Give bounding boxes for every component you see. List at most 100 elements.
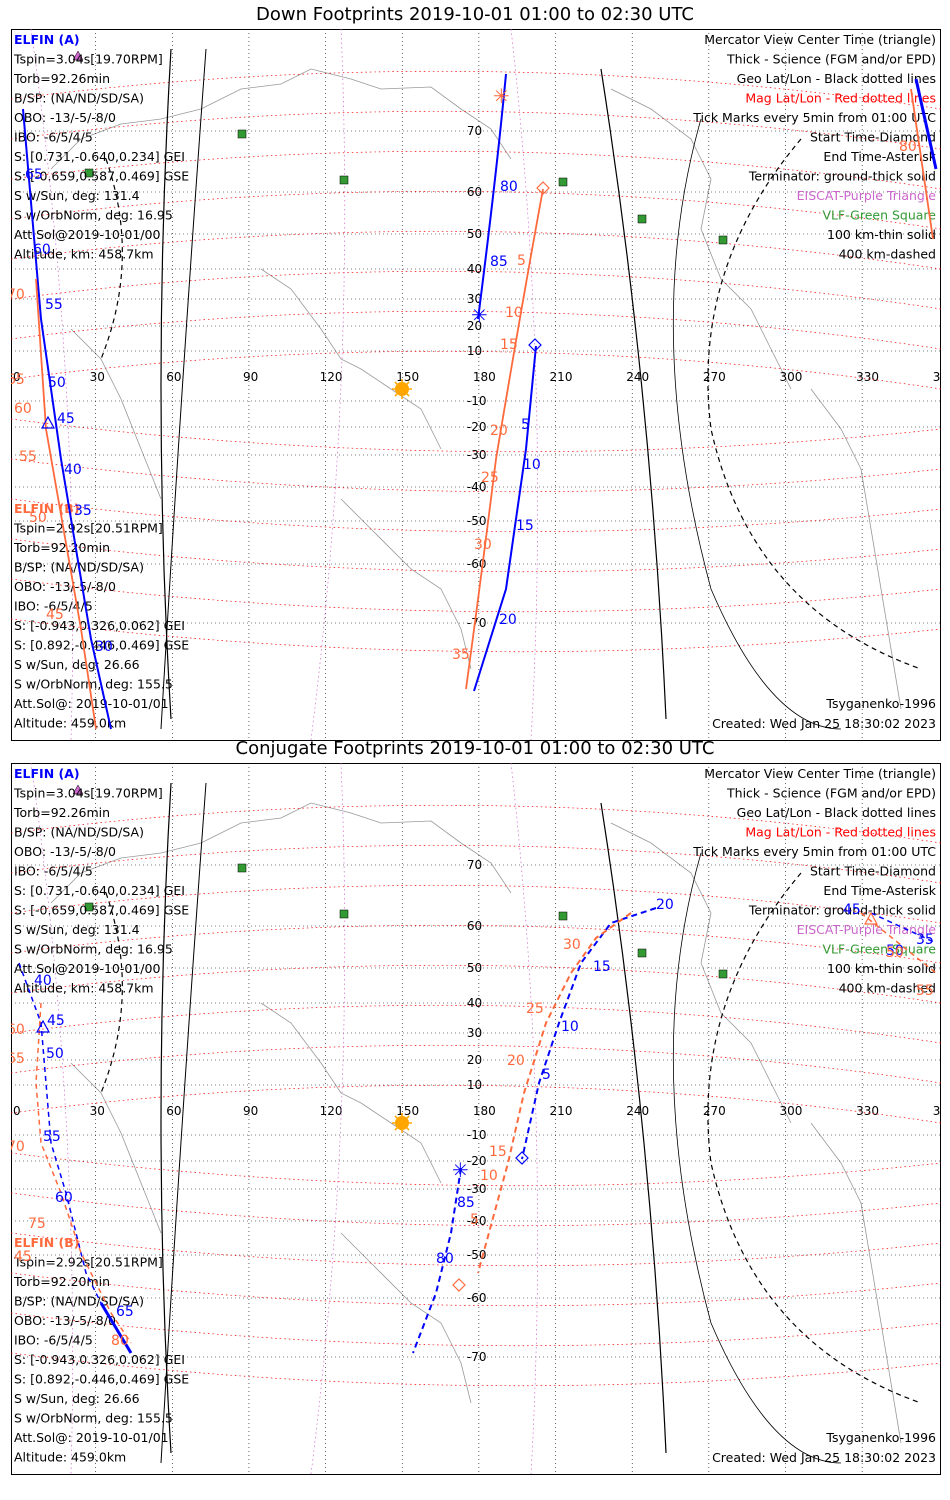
- lon-tick-label: 330: [856, 1104, 879, 1118]
- lon-tick-label: 90: [243, 1104, 258, 1118]
- lat-tick-label: 30: [467, 292, 482, 306]
- elfin-a-tick-label: 50: [46, 1046, 64, 1062]
- elfin-a-info-line: S w/OrbNorm, deg: 16.95: [14, 942, 173, 957]
- elfin-a-track-conj-right: [870, 912, 937, 944]
- legend-line: Start Time-Diamond: [810, 864, 936, 879]
- elfin-a-info-line: Torb=92.26min: [13, 71, 110, 86]
- vlf-station-marker: [84, 168, 94, 178]
- elfin-a-tick-label: 65: [25, 167, 43, 183]
- lat-tick-label: 70: [467, 858, 482, 872]
- panel-title-conjugate: Conjugate Footprints 2019-10-01 01:00 to…: [235, 738, 715, 759]
- elfin-b-info-line: S: [-0.943,0.326,0.062] GEI: [14, 618, 185, 633]
- legend-line: End Time-Asterisk: [823, 883, 936, 898]
- lon-tick-label: 360: [933, 370, 941, 384]
- coastline-4: [810, 388, 902, 710]
- elfin-b-info-line: Altitude: 459.0km: [14, 716, 126, 731]
- vlf-station-marker: [718, 969, 728, 979]
- elfin-a-tick-label: 80: [436, 1251, 454, 1267]
- sun-ray: [406, 1115, 410, 1119]
- lon-tick-label: 360: [933, 1104, 941, 1118]
- lon-tick-label: 300: [780, 370, 803, 384]
- mag-meridian: [510, 763, 539, 1475]
- lat-tick-label: 60: [467, 185, 482, 199]
- legend-line: Tick Marks every 5min from 01:00 UTC: [692, 844, 936, 859]
- mag-parallel: [11, 1352, 941, 1387]
- elfin-b-info-line: OBO: -13/-5/-8/0: [14, 579, 116, 594]
- mag-parallel: [11, 1192, 941, 1227]
- mag-parallel: [11, 844, 941, 884]
- legend-line: Mercator View Center Time (triangle): [704, 32, 936, 47]
- elfin-b-tick-label: 15: [500, 337, 518, 353]
- vlf-station-marker: [637, 214, 647, 224]
- elfin-b-tick-label: 10: [505, 305, 523, 321]
- sun-ray: [394, 381, 398, 385]
- legend-line: Geo Lat/Lon - Black dotted lines: [737, 71, 936, 86]
- elfin-b-info-line: Torb=92.20min: [13, 540, 110, 555]
- legend-line: Geo Lat/Lon - Black dotted lines: [737, 805, 936, 820]
- elfin-a-info-line: Altitude, km: 458.7km: [14, 247, 154, 262]
- lon-tick-label: 60: [166, 370, 181, 384]
- lon-tick-label: 180: [473, 1104, 496, 1118]
- lon-tick-label: 0: [13, 370, 21, 384]
- elfin-b-tick-label: 45: [46, 607, 64, 623]
- terminator-100km: [160, 782, 207, 1464]
- mag-meridian: [510, 29, 539, 741]
- elfin-b-info-line: Altitude: 459.0km: [14, 1450, 126, 1465]
- vlf-station-marker: [637, 948, 647, 958]
- elfin-b-info-line: Att.Sol@: 2019-10-01/01: [14, 1430, 169, 1445]
- vlf-station-marker: [718, 235, 728, 245]
- legend-line: Thick - Science (FGM and/or EPD): [726, 786, 936, 801]
- elfin-a-start-diamond: [515, 1151, 529, 1165]
- elfin-b-tick-label: 15: [489, 1144, 507, 1160]
- lat-tick-label: 20: [467, 319, 482, 333]
- elfin-b-info-line: Tspin=2.92s[20.51RPM]: [13, 521, 163, 536]
- mag-parallel: [11, 618, 941, 653]
- elfin-b-tick-label: 20: [490, 423, 508, 439]
- mag-parallel: [11, 230, 941, 270]
- lon-tick-label: 90: [243, 370, 258, 384]
- lon-tick-label: 0: [13, 1104, 21, 1118]
- lon-tick-label: 30: [90, 1104, 105, 1118]
- lat-tick-label: -10: [467, 1128, 487, 1142]
- elfin-a-track-right: [914, 78, 938, 170]
- elfin-b-tick-label: 55: [19, 449, 37, 465]
- terminator-400km-right: [707, 872, 922, 1404]
- lon-tick-label: 210: [550, 370, 573, 384]
- lon-tick-label: 240: [626, 370, 649, 384]
- elfin-b-tick-label: 10: [480, 1168, 498, 1184]
- elfin-a-info-line: OBO: -13/-5/-8/0: [14, 844, 116, 859]
- elfin-b-track-left: [35, 278, 97, 730]
- lon-tick-label: 150: [396, 370, 419, 384]
- terminator-ground-right: [600, 68, 667, 720]
- vlf-station-marker: [339, 175, 349, 185]
- elfin-b-info-line: S: [0.892,-0.446,0.469] GSE: [14, 638, 189, 653]
- mag-parallel: [11, 190, 941, 230]
- elfin-a-tick-label: 15: [516, 518, 534, 534]
- mag-parallel: [11, 418, 941, 453]
- mag-parallel: [11, 538, 941, 573]
- elfin-a-info-line: Tspin=3.04s[19.70RPM]: [13, 786, 163, 801]
- lat-tick-label: 70: [467, 124, 482, 138]
- elfin-a-tick-label: 5: [542, 1067, 551, 1083]
- elfin-b-tick-label: 30: [563, 937, 581, 953]
- mag-parallel: [11, 350, 941, 390]
- elfin-b-tick-label: 5: [517, 253, 526, 269]
- lat-tick-label: -70: [467, 1350, 487, 1364]
- mag-parallel: [11, 884, 941, 924]
- mag-parallel: [11, 1272, 941, 1307]
- legend-line: Terminator: ground-thick solid: [748, 169, 936, 184]
- lon-tick-label: 270: [703, 370, 726, 384]
- lat-tick-label: -10: [467, 394, 487, 408]
- legend-line: EISCAT-Purple Triangle: [797, 188, 937, 203]
- elfin-a-tick-label: 65: [116, 1304, 134, 1320]
- lat-tick-label: 10: [467, 344, 482, 358]
- elfin-a-info-line: IBO: -6/5/4/5: [14, 130, 93, 145]
- vlf-station-marker: [339, 909, 349, 919]
- coastline-1: [260, 268, 442, 450]
- elfin-a-tick-label: 50: [886, 943, 904, 959]
- terminator-400km-left: [100, 892, 123, 1094]
- elfin-a-tick-label: 30: [95, 639, 113, 655]
- elfin-a-tick-label: 50: [48, 375, 66, 391]
- sun-ray: [394, 1115, 398, 1119]
- elfin-a-tick-label: 55: [45, 297, 63, 313]
